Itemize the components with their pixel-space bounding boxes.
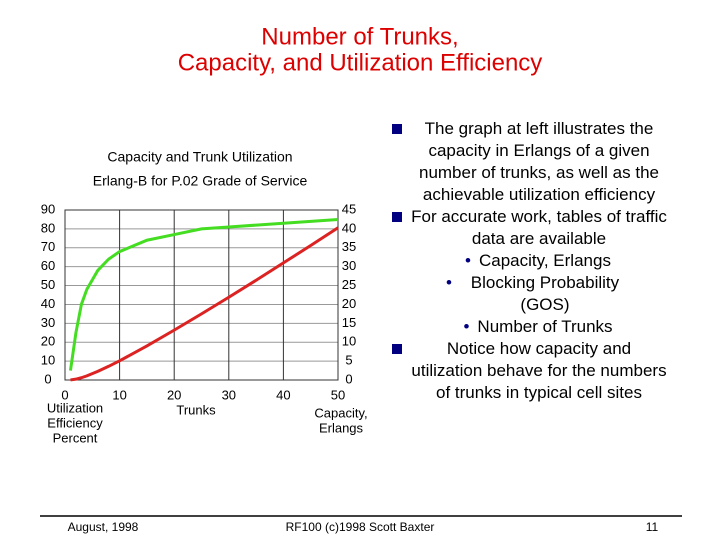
y2-tick-label: 15 bbox=[342, 315, 356, 330]
sub-bullet-marker: • bbox=[446, 273, 452, 292]
sub-bullet-marker: • bbox=[463, 317, 470, 336]
slide-title: Number of Trunks, bbox=[261, 23, 458, 50]
sub-bullet: • Number of Trunks bbox=[388, 316, 668, 338]
y2-tick-label: 0 bbox=[345, 371, 352, 386]
y-tick-label: 70 bbox=[41, 239, 55, 254]
chart-title: Capacity and Trunk Utilization bbox=[107, 149, 292, 165]
x-tick-label: 40 bbox=[276, 387, 290, 402]
sub-bullet: • Blocking Probability (GOS) bbox=[388, 272, 668, 316]
sub-bullet: • Capacity, Erlangs bbox=[388, 250, 668, 272]
y-tick-label: 0 bbox=[44, 371, 51, 386]
y2-tick-label: 45 bbox=[342, 201, 356, 216]
x-tick-label: 20 bbox=[167, 387, 181, 402]
y2-tick-label: 20 bbox=[342, 296, 356, 311]
y-axis-label: Utilization bbox=[47, 400, 103, 415]
bullet-marker bbox=[392, 344, 402, 354]
y2-tick-label: 30 bbox=[342, 258, 356, 273]
y-tick-label: 80 bbox=[41, 220, 55, 235]
bullet-marker bbox=[392, 124, 402, 134]
y2-axis-label: Capacity, bbox=[314, 405, 367, 420]
y2-tick-label: 35 bbox=[342, 239, 356, 254]
slide-title: Capacity, and Utilization Efficiency bbox=[178, 49, 543, 76]
y-tick-label: 10 bbox=[41, 353, 55, 368]
bullet-text: The graph at left illustrates the capaci… bbox=[418, 119, 659, 204]
x-tick-label: 50 bbox=[331, 387, 345, 402]
sub-bullet-text: Number of Trunks bbox=[477, 317, 613, 336]
y-axis-label: Percent bbox=[53, 430, 98, 445]
footer-left: August, 1998 bbox=[68, 520, 139, 534]
x-tick-label: 0 bbox=[61, 387, 68, 402]
sub-bullet-text: Blocking Probability (GOS) bbox=[470, 273, 620, 314]
bullet-text: Notice how capacity and utilization beha… bbox=[411, 339, 667, 402]
y2-tick-label: 10 bbox=[342, 334, 356, 349]
x-axis-label: Trunks bbox=[176, 402, 216, 417]
bullet: The graph at left illustrates the capaci… bbox=[388, 118, 668, 206]
page-number: 11 bbox=[646, 520, 659, 534]
chart-title: Erlang-B for P.02 Grade of Service bbox=[93, 173, 308, 189]
y2-axis-label: Erlangs bbox=[319, 420, 364, 435]
y-axis-label: Efficiency bbox=[47, 415, 103, 430]
sub-bullet-marker: • bbox=[465, 251, 471, 270]
y-tick-label: 20 bbox=[41, 334, 55, 349]
y2-tick-label: 40 bbox=[342, 220, 356, 235]
bullet-text: For accurate work, tables of traffic dat… bbox=[411, 207, 667, 248]
y-tick-label: 90 bbox=[41, 201, 55, 216]
data-line bbox=[68, 217, 339, 371]
data-line bbox=[70, 226, 339, 382]
x-tick-label: 10 bbox=[112, 387, 126, 402]
bullet: Notice how capacity and utilization beha… bbox=[388, 338, 668, 404]
y2-tick-label: 25 bbox=[342, 277, 356, 292]
sub-bullet-text: Capacity, Erlangs bbox=[478, 251, 611, 270]
bullet-marker bbox=[392, 212, 402, 222]
footer-center: RF100 (c)1998 Scott Baxter bbox=[286, 520, 435, 534]
y-tick-label: 60 bbox=[41, 258, 55, 273]
y-tick-label: 50 bbox=[41, 277, 55, 292]
y2-tick-label: 5 bbox=[345, 353, 352, 368]
y-tick-label: 40 bbox=[41, 296, 55, 311]
x-tick-label: 30 bbox=[222, 387, 236, 402]
bullet: For accurate work, tables of traffic dat… bbox=[388, 206, 668, 250]
bullet-list: The graph at left illustrates the capaci… bbox=[388, 118, 668, 404]
y-tick-label: 30 bbox=[41, 315, 55, 330]
plot-frame bbox=[64, 209, 339, 381]
